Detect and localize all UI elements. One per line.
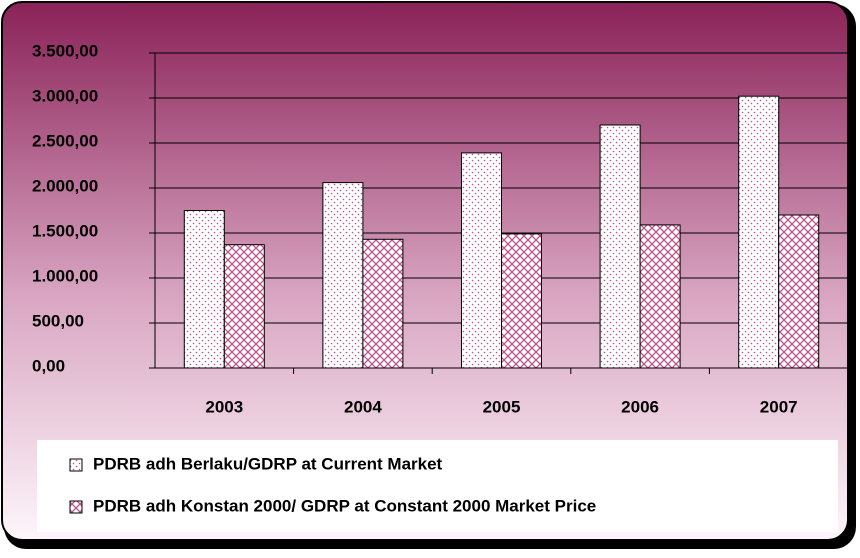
x-tick-label: 2005 <box>483 397 521 416</box>
x-tick-label: 2006 <box>621 397 659 416</box>
legend-swatch <box>69 500 83 514</box>
bar <box>738 95 780 369</box>
y-tick-label: 2.000,00 <box>32 176 98 195</box>
legend-box <box>37 440 838 532</box>
bar <box>322 182 364 369</box>
bar <box>501 233 542 369</box>
bar <box>599 124 641 369</box>
y-tick-label: 1.500,00 <box>32 221 98 240</box>
y-tick-label: 0,00 <box>32 356 65 375</box>
bar <box>461 152 502 369</box>
y-tick-label: 500,00 <box>32 311 84 330</box>
legend-label: PDRB adh Berlaku/GDRP at Current Market <box>93 454 443 473</box>
x-tick-label: 2003 <box>205 397 243 416</box>
y-tick-label: 3.000,00 <box>32 86 98 105</box>
legend-label: PDRB adh Konstan 2000/ GDRP at Constant … <box>93 496 596 515</box>
bar <box>183 210 225 369</box>
bar <box>362 238 404 369</box>
bar <box>778 214 820 369</box>
bar <box>639 224 681 369</box>
y-tick-label: 2.500,00 <box>32 131 98 150</box>
y-tick-label: 1.000,00 <box>32 266 98 285</box>
x-tick-label: 2007 <box>760 397 798 416</box>
bar <box>223 244 265 369</box>
x-tick-label: 2004 <box>344 397 382 416</box>
y-tick-label: 3.500,00 <box>32 41 98 60</box>
legend-swatch <box>69 458 83 472</box>
